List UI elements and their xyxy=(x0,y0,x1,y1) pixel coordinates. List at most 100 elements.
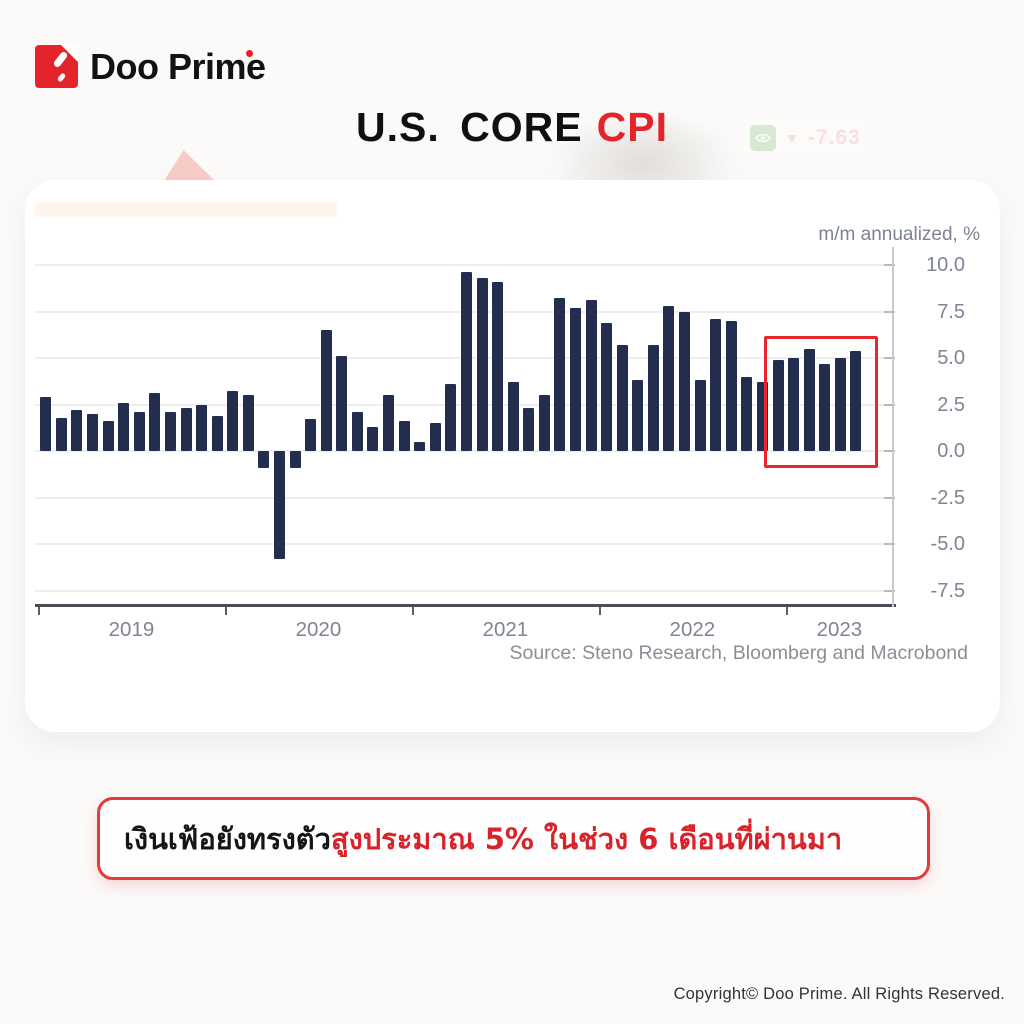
x-tick-label-2020: 2020 xyxy=(295,618,342,641)
faded-watermark-band xyxy=(35,202,337,217)
gridline xyxy=(35,450,893,452)
bar-2021-08 xyxy=(523,408,535,451)
doo-prime-logo: Doo Prime xyxy=(35,45,266,88)
x-tick-label-2021: 2021 xyxy=(482,618,529,641)
thai-callout-box: เงินเฟ้อยังทรงตัว สูงประมาณ 5% ในช่วง 6 เ… xyxy=(97,797,930,880)
y-tick-label: 2.5 xyxy=(937,393,965,416)
y-tick-label: 10.0 xyxy=(926,254,965,276)
bar-2019-09 xyxy=(164,411,176,451)
bar-2019-05 xyxy=(102,421,114,451)
x-axis-line xyxy=(35,604,896,607)
callout-text-red: สูงประมาณ 5% ในช่วง 6 เดือนที่ผ่านมา xyxy=(330,821,843,856)
bar-2022-10 xyxy=(741,376,753,451)
bar-2021-10 xyxy=(554,298,566,451)
y-axis-line xyxy=(892,247,894,607)
y-tick xyxy=(884,310,895,313)
bar-2020-07 xyxy=(320,330,332,451)
triangle-down-icon: ▼ xyxy=(785,130,799,146)
gridline xyxy=(35,589,893,592)
bar-2020-09 xyxy=(351,411,363,451)
bar-2021-01 xyxy=(414,441,426,451)
doo-prime-logo-icon xyxy=(35,45,78,88)
bar-2020-10 xyxy=(367,426,379,451)
bar-2020-05 xyxy=(289,451,301,468)
bar-2021-02 xyxy=(429,423,441,451)
bar-2021-09 xyxy=(538,395,550,451)
bar-2020-06 xyxy=(305,419,317,451)
bar-2019-07 xyxy=(133,411,145,451)
bar-2020-12 xyxy=(398,421,410,451)
y-tick xyxy=(884,496,895,499)
title-accent: CPI xyxy=(596,104,668,150)
title-main: U.S. CORE xyxy=(356,104,583,150)
axis-unit-label: m/m annualized, % xyxy=(818,224,980,245)
bar-2019-03 xyxy=(71,410,83,451)
y-tick-label: 5.0 xyxy=(937,347,965,369)
y-tick xyxy=(884,403,895,406)
bar-2019-02 xyxy=(55,417,67,451)
bar-2020-11 xyxy=(383,395,395,451)
bar-2021-12 xyxy=(585,300,597,451)
highlight-box-last-6-months xyxy=(763,335,879,469)
bar-2020-08 xyxy=(336,356,348,451)
brand-i-dot xyxy=(245,50,253,57)
bar-2022-03 xyxy=(632,380,644,451)
y-tick-label: 0.0 xyxy=(937,440,965,462)
x-tick xyxy=(411,607,414,615)
bar-2021-04 xyxy=(460,272,472,451)
y-tick xyxy=(884,543,895,545)
x-tick-label-2022: 2022 xyxy=(669,618,716,641)
source-credit: Source: Steno Research, Bloomberg and Ma… xyxy=(509,642,968,664)
bar-2022-07 xyxy=(694,380,706,451)
background-red-shape xyxy=(163,150,216,182)
y-tick-label: -7.5 xyxy=(930,579,965,602)
bar-2022-05 xyxy=(663,305,675,451)
bar-2019-08 xyxy=(149,393,161,451)
bar-2023-05 xyxy=(850,350,862,451)
bar-2022-06 xyxy=(679,311,691,451)
bar-2020-02 xyxy=(242,395,254,451)
bar-2022-08 xyxy=(710,318,722,451)
x-tick xyxy=(598,607,601,615)
bar-2022-11 xyxy=(756,382,768,451)
gridline xyxy=(35,496,893,499)
faded-ticker-badge: ▼ -7.63 xyxy=(740,117,866,159)
y-tick xyxy=(884,589,895,592)
bar-2021-07 xyxy=(507,382,519,451)
bar-2020-03 xyxy=(258,451,270,468)
nvidia-icon xyxy=(750,125,776,151)
bar-2021-03 xyxy=(445,384,457,451)
bar-2020-01 xyxy=(227,391,239,451)
bar-2021-11 xyxy=(570,307,581,451)
bar-2019-04 xyxy=(87,413,99,451)
x-tick xyxy=(785,607,788,615)
chart-card: m/m annualized, % 10.0 7.5 5.0 2.5 0.0 -2.5 -5… xyxy=(25,180,1000,732)
ticker-value: -7.63 xyxy=(807,126,861,149)
y-tick-label: -5.0 xyxy=(930,533,965,555)
bar-2022-09 xyxy=(725,320,737,451)
y-tick xyxy=(884,450,895,452)
plot-area: 10.0 7.5 5.0 2.5 0.0 -2.5 -5.0 -7.5 2019 2020 2021… xyxy=(35,247,965,641)
y-tick xyxy=(884,357,895,359)
x-tick-label-2019: 2019 xyxy=(108,618,155,641)
x-tick xyxy=(38,607,40,615)
bar-2019-12 xyxy=(211,415,223,451)
bar-2023-03 xyxy=(819,363,831,451)
x-tick xyxy=(224,607,227,615)
y-tick-label: 7.5 xyxy=(937,300,965,323)
y-tick xyxy=(884,264,895,266)
bar-2022-01 xyxy=(601,322,613,451)
bar-2019-10 xyxy=(180,408,192,451)
bar-2022-04 xyxy=(647,344,659,451)
y-tick-label: -2.5 xyxy=(930,486,965,509)
bar-2019-01 xyxy=(40,397,52,451)
bar-2023-02 xyxy=(803,348,815,451)
x-tick-label-2023: 2023 xyxy=(816,618,863,641)
brand-name: Doo Prime xyxy=(90,46,266,87)
gridline xyxy=(35,264,893,266)
bar-2020-04 xyxy=(273,451,285,559)
bar-2019-06 xyxy=(118,402,130,451)
page-title: U.S. CORE CPI xyxy=(0,104,1024,151)
callout-text-black: เงินเฟ้อยังทรงตัว xyxy=(124,821,331,856)
bar-2023-04 xyxy=(834,358,846,451)
